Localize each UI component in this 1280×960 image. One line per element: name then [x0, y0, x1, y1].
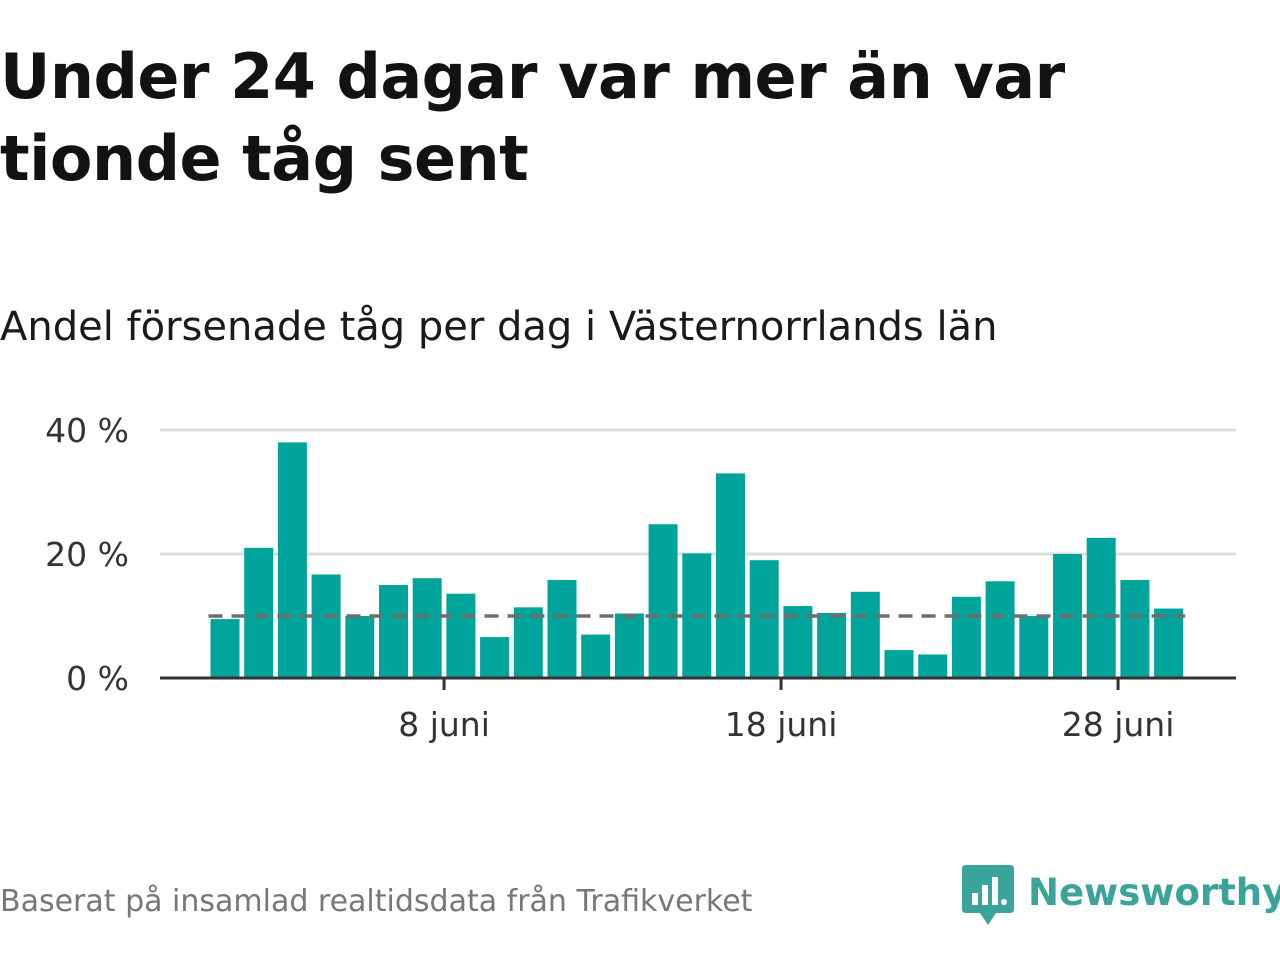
chart-title: Under 24 dagar var mer än var tionde tåg…: [0, 40, 1065, 195]
newsworthy-logo: Newsworthy: [962, 864, 1280, 928]
bar: [749, 560, 779, 678]
bar: [412, 578, 442, 678]
bar-chart: 0 % 20 % 40 % 8 juni 18 juni 28 juni: [45, 411, 1236, 744]
y-tick-label: 0 %: [66, 659, 129, 698]
bar: [817, 612, 847, 678]
bar: [480, 637, 510, 678]
bar: [345, 616, 375, 678]
bar: [918, 654, 948, 678]
bar: [446, 593, 476, 678]
newsworthy-logo-icon: [962, 865, 1014, 925]
bar: [1019, 616, 1049, 678]
bar: [884, 650, 914, 678]
bar: [1154, 608, 1184, 678]
bar: [277, 442, 307, 678]
chart-subtitle: Andel försenade tåg per dag i Västernorr…: [0, 304, 998, 350]
bar: [513, 607, 543, 678]
bar: [614, 613, 644, 678]
bar: [581, 634, 611, 678]
newsworthy-logo-text: Newsworthy: [1028, 870, 1280, 914]
x-tick-label: 18 juni: [725, 705, 838, 744]
x-tick-label: 28 juni: [1062, 705, 1175, 744]
bar: [985, 581, 1015, 678]
bar: [648, 524, 678, 678]
x-tick-label: 8 juni: [398, 705, 490, 744]
grid-lines: [160, 428, 1236, 556]
bar: [210, 619, 240, 678]
axes: [160, 676, 1236, 690]
source-note: Baserat på insamlad realtidsdata från Tr…: [0, 884, 753, 919]
tick-labels: 0 % 20 % 40 % 8 juni 18 juni 28 juni: [45, 411, 1174, 744]
y-tick-label: 20 %: [45, 535, 129, 574]
bar: [951, 596, 981, 678]
y-tick-label: 40 %: [45, 411, 129, 450]
bar: [1120, 580, 1150, 678]
bars: [210, 442, 1184, 678]
bar: [244, 547, 274, 678]
bar: [311, 574, 341, 678]
bar: [783, 606, 813, 678]
bar: [547, 580, 577, 678]
bar: [716, 473, 745, 678]
bar: [379, 585, 408, 678]
bar: [1086, 537, 1116, 678]
bar: [850, 591, 880, 678]
